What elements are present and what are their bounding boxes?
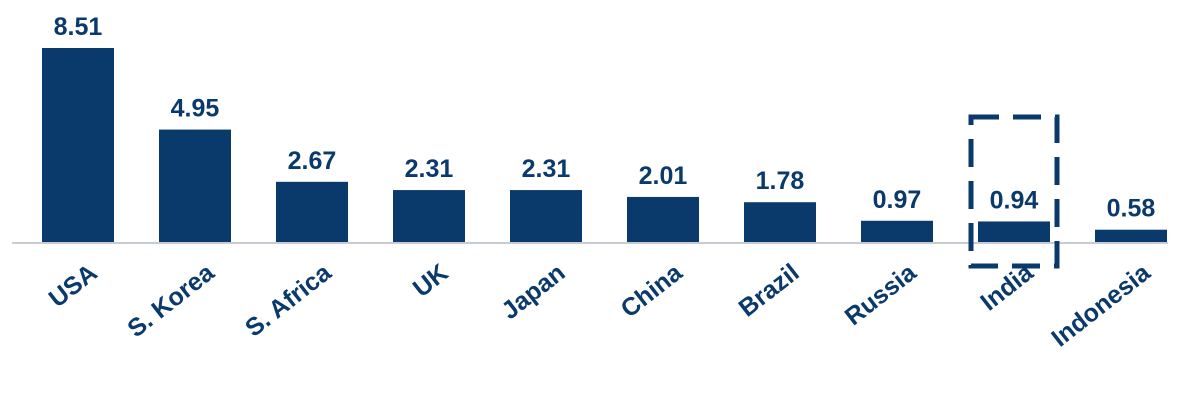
bar-brazil [744, 202, 816, 243]
value-label-india: 0.94 [990, 186, 1039, 214]
highlight-box [968, 114, 1060, 269]
category-label-usa: USA [44, 259, 103, 314]
value-label-china: 2.01 [639, 162, 688, 190]
value-label-russia: 0.97 [873, 186, 922, 214]
value-label-japan: 2.31 [522, 155, 571, 183]
bar-russia [861, 220, 933, 243]
bar-uk [393, 190, 465, 243]
bar-japan [510, 190, 582, 243]
value-label-brazil: 1.78 [756, 167, 805, 195]
value-label-s-africa: 2.67 [288, 147, 337, 175]
bar-indonesia [1095, 229, 1167, 243]
category-label-brazil: Brazil [734, 259, 805, 323]
value-label-indonesia: 0.58 [1107, 195, 1156, 223]
category-label-japan: Japan [496, 259, 570, 326]
bar-s-korea [159, 129, 231, 243]
category-label-china: China [616, 258, 689, 323]
category-label-s-korea: S. Korea [122, 258, 220, 343]
category-label-russia: Russia [840, 258, 923, 331]
bar-usa [42, 48, 114, 243]
value-label-uk: 2.31 [405, 155, 454, 183]
category-label-indonesia: Indonesia [1046, 258, 1156, 353]
bars-layer [42, 48, 1167, 243]
category-label-uk: UK [408, 259, 454, 303]
value-label-s-korea: 4.95 [171, 95, 220, 123]
value-label-usa: 8.51 [54, 13, 103, 41]
value-labels-layer: 8.51 4.95 2.67 2.31 2.31 2.01 1.78 0.97 0.94 0.58 [54, 13, 1156, 223]
category-label-s-africa: S. Africa [240, 258, 337, 343]
bar-china [627, 196, 699, 243]
category-labels-layer: USA S. Korea S. Africa UK Japan China Brazil Ru… [44, 258, 1157, 353]
bar-india [978, 221, 1050, 243]
bar-s-africa [276, 181, 348, 243]
